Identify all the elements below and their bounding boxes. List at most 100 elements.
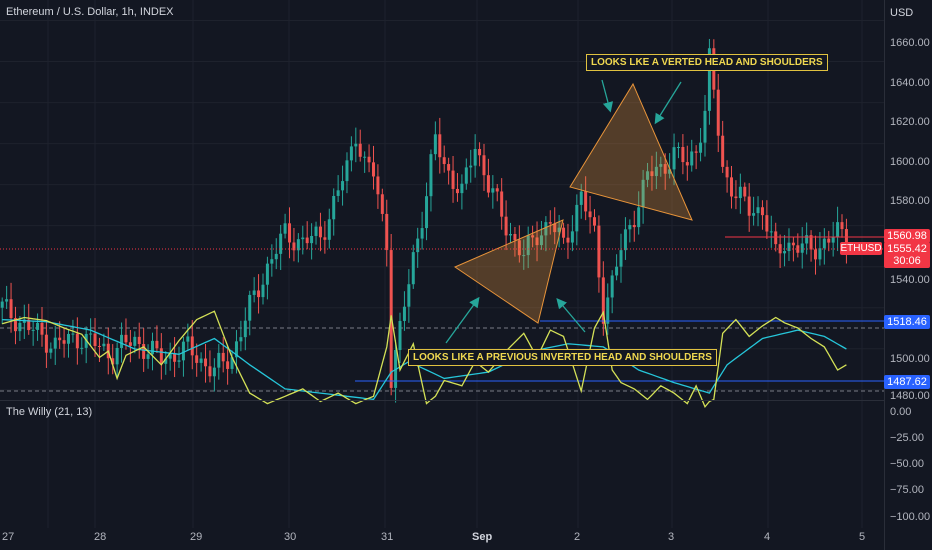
pattern-arrow [654,81,682,125]
price-tick: 1540.00 [890,274,930,286]
candle-body [305,237,309,244]
candle-body [433,134,437,155]
candle-body [177,360,181,362]
candle-body [738,186,742,199]
candle-body [796,245,800,253]
candle-body [301,237,305,240]
candle-body [676,146,680,148]
candle-body [840,222,844,230]
time-tick: 28 [94,531,107,543]
candle-body [760,207,764,216]
candle-body [164,358,168,364]
candle-body [248,294,252,321]
time-tick: Sep [472,531,493,543]
pattern-arrow [601,79,614,113]
candle-body [703,110,707,143]
candle-body [53,337,57,349]
bar-countdown: 30:06 [893,255,921,267]
candle-body [637,207,641,228]
candle-body [809,235,813,250]
candle-body [469,165,473,168]
candle-body [447,164,451,171]
time-tick: 31 [381,531,394,543]
candle-body [146,354,150,359]
candle-body [517,240,521,256]
candle-body [411,252,415,285]
pattern-arrow [445,296,480,344]
pane-separator[interactable] [0,400,884,401]
inverted-hs-triangle [453,219,564,324]
time-tick: 5 [859,531,866,543]
candle-body [783,251,787,254]
candle-body [500,191,504,217]
indicator-title[interactable]: The Willy (21, 13) [6,406,93,418]
candle-body [694,151,698,153]
time-tick: 30 [284,531,297,543]
arrows [445,79,682,344]
candle-body [769,231,773,233]
candle-body [314,226,318,236]
candle-body [67,333,71,344]
candle-body [102,343,106,347]
candle-body [592,217,596,226]
candle-body [628,225,632,230]
candle-body [588,211,592,218]
bottom-pattern-note[interactable]: LOOKS LIKE A PREVIOUS INVERTED HEAD AND … [408,349,717,366]
candle-body [358,143,362,157]
candle-body [734,196,738,199]
candle-body [296,239,300,251]
price-tick: 1580.00 [890,195,930,207]
candle-body [221,352,225,362]
patterns [453,82,693,324]
candle-body [336,190,340,196]
candle-body [562,227,566,238]
candle-body [283,223,287,234]
candle-body [504,216,508,236]
time-tick: 4 [764,531,771,543]
candle-body [279,233,283,254]
indicator-tick: −100.00 [890,511,931,523]
symbol-title[interactable]: Ethereum / U.S. Dollar, 1h, INDEX [6,6,174,18]
indicator-tick: −75.00 [890,484,924,496]
candle-body [438,134,442,158]
candle-body [486,175,490,193]
candle-body [509,234,513,236]
candle-body [544,222,548,236]
candle-body [654,166,658,177]
candle-body [606,297,610,324]
time-tick: 29 [190,531,203,543]
time-tick: 2 [574,531,581,543]
candle-body [204,358,208,367]
candle-body [124,334,128,343]
candle-body [274,253,278,260]
candle-body [168,353,172,359]
indicator-tick: −50.00 [890,458,924,470]
candle-body [442,157,446,165]
candle-body [491,188,495,193]
candle-body [71,333,75,335]
candle-body [155,340,159,349]
willy-signal-line [2,318,847,401]
candle-body [363,156,367,158]
candle-body [367,156,371,163]
candle-body [186,336,190,342]
willy-lines [2,310,847,409]
candle-body [539,235,543,246]
last-price-tag: 1555.42 30:06 [884,242,930,268]
symbol-tag: ETHUSD [840,242,882,255]
price-tick: 1660.00 [890,37,930,49]
candle-body [0,301,4,308]
candle-body [570,231,574,243]
candle-body [97,345,101,347]
candle-body [805,235,809,244]
top-pattern-note[interactable]: LOOKS LKE A VERTED HEAD AND SHOULDERS [586,54,828,71]
candle-body [836,222,840,238]
candle-body [681,146,685,163]
candle-body [111,358,115,365]
candle-body [13,318,17,332]
price-axis-border [884,0,885,550]
candle-body [133,336,137,346]
candle-body [522,255,526,257]
